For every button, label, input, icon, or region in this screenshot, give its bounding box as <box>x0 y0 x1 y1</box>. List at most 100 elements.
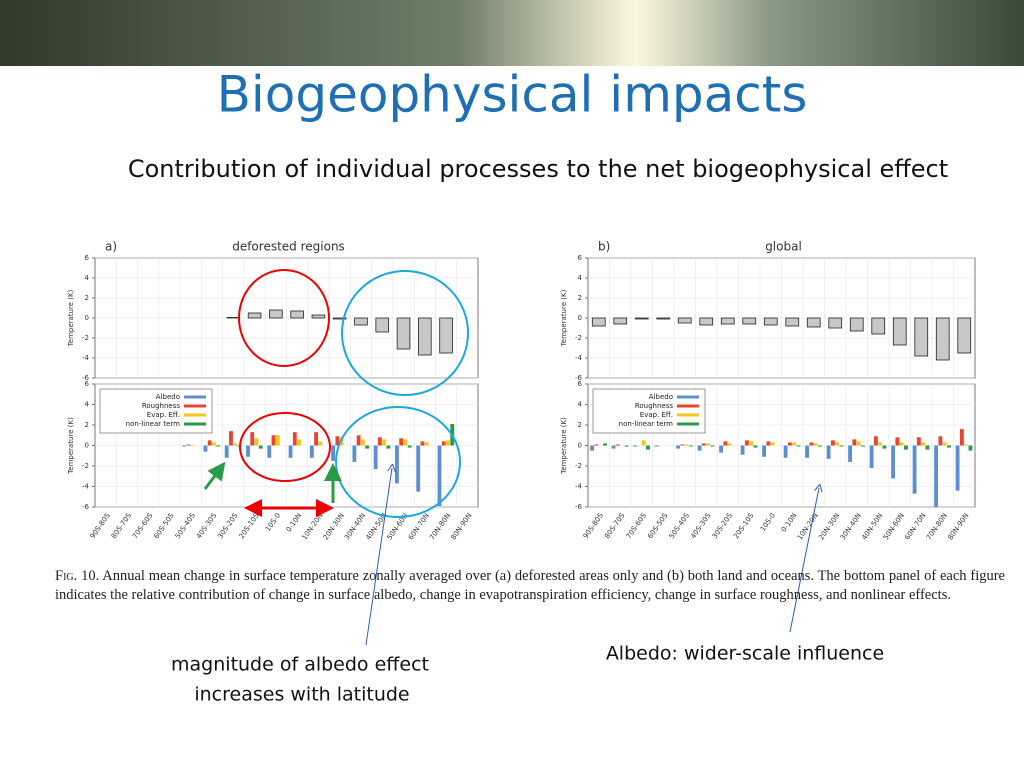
bar <box>624 445 629 447</box>
legend-label: Roughness <box>635 402 674 410</box>
bar <box>594 444 599 446</box>
y-tick-label: -2 <box>82 334 89 342</box>
panel-label: b) <box>598 240 610 254</box>
y-axis-label: Temperature (K) <box>67 417 75 475</box>
highlight-circle <box>335 406 461 518</box>
y-tick-label: -4 <box>575 354 583 362</box>
bar <box>925 445 930 450</box>
bar <box>753 445 758 448</box>
y-tick-label: 2 <box>578 421 582 429</box>
bar <box>633 445 638 447</box>
y-tick-label: -6 <box>575 374 583 382</box>
y-tick-label: -4 <box>575 483 583 491</box>
y-tick-label: -6 <box>82 503 90 511</box>
bar <box>914 317 929 357</box>
bar <box>603 443 607 446</box>
bar <box>921 442 926 446</box>
y-tick-label: 0 <box>578 442 582 450</box>
bar <box>706 443 711 446</box>
bar <box>701 443 706 446</box>
bar <box>957 317 972 354</box>
bar <box>250 432 255 446</box>
bar <box>856 441 861 446</box>
y-tick-label: 0 <box>578 314 582 322</box>
bar <box>656 317 671 320</box>
bar <box>646 445 650 450</box>
bar <box>935 317 950 361</box>
bar <box>216 445 221 447</box>
y-tick-label: 4 <box>578 401 583 409</box>
bar <box>190 444 195 446</box>
figure-caption: Fig. 10. Annual mean change in surface t… <box>55 567 1005 605</box>
bar <box>207 440 212 446</box>
bar <box>292 432 297 446</box>
bar <box>710 445 715 447</box>
caption-label: Fig. 10. <box>55 568 100 584</box>
bar <box>382 439 387 446</box>
bar <box>787 442 792 446</box>
annotation: Albedo: wider-scale influence <box>606 643 884 665</box>
y-axis-label: Temperature (K) <box>67 289 75 347</box>
bar <box>615 444 620 446</box>
bar <box>848 445 853 462</box>
highlight-circle <box>238 269 330 367</box>
bar <box>891 445 896 479</box>
y-tick-label: 6 <box>578 254 583 262</box>
y-tick-label: 4 <box>85 274 90 282</box>
bar <box>375 317 390 333</box>
y-tick-label: -6 <box>82 374 90 382</box>
legend-label: Evap. Eff. <box>147 411 180 419</box>
bar <box>233 443 238 446</box>
bar <box>806 317 821 328</box>
bar <box>942 442 947 446</box>
bar <box>964 444 969 446</box>
legend-label: Evap. Eff. <box>640 411 673 419</box>
bar <box>792 442 797 446</box>
y-tick-label: 2 <box>85 294 89 302</box>
bar <box>258 445 263 449</box>
panel-label: a) <box>105 240 117 254</box>
bar <box>613 317 628 325</box>
bar <box>352 445 357 462</box>
bar <box>354 317 368 326</box>
y-tick-label: 6 <box>578 380 583 388</box>
bar <box>186 444 191 446</box>
bar <box>912 445 917 494</box>
bar <box>360 439 365 446</box>
annotation: magnitude of albedo effect <box>171 654 429 676</box>
bar <box>634 317 649 320</box>
bar <box>839 445 844 447</box>
bar <box>749 441 754 446</box>
bar <box>796 445 801 447</box>
bar <box>437 445 442 506</box>
legend-label: non-linear term <box>619 420 674 428</box>
bar <box>938 436 943 446</box>
bar <box>311 314 326 319</box>
bar <box>420 441 425 446</box>
bar <box>386 445 391 449</box>
chart-title: global <box>765 240 802 254</box>
bar <box>314 432 318 446</box>
y-axis-label: Temperature (K) <box>560 289 568 347</box>
bar <box>871 317 886 335</box>
bar <box>783 445 788 458</box>
bar <box>719 445 724 453</box>
bar <box>590 445 595 451</box>
bar <box>959 429 964 446</box>
bar <box>742 317 757 325</box>
bar <box>899 442 904 446</box>
bar <box>288 445 293 458</box>
legend-label: non-linear term <box>126 420 181 428</box>
bar <box>684 444 689 446</box>
bar <box>835 442 840 446</box>
pointer-line <box>365 468 392 646</box>
bar <box>290 310 304 319</box>
pointer-line <box>789 488 819 633</box>
bar <box>689 445 693 447</box>
bar <box>828 317 843 329</box>
bar <box>441 441 446 446</box>
bar <box>699 317 714 326</box>
bar <box>318 441 323 446</box>
bar <box>611 445 616 449</box>
